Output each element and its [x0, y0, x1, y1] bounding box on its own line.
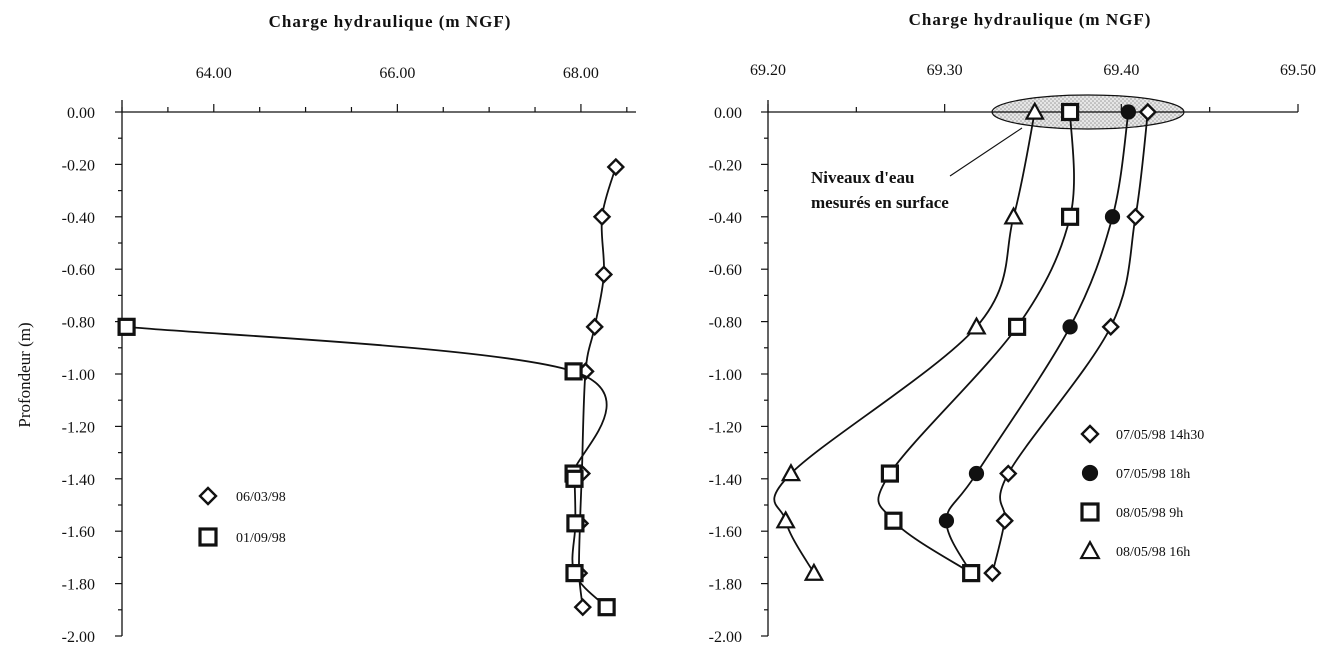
left-data-point-01-09-98	[566, 514, 585, 533]
right-y-tick-label: -0.60	[709, 262, 742, 279]
right-y-tick-label: -1.60	[709, 524, 742, 541]
right-legend-label: 07/05/98 14h30	[1116, 428, 1204, 443]
left-data-point-06-03-98	[585, 317, 604, 337]
right-data-point-07-05-98-18h	[1120, 104, 1137, 120]
left-y-tick-label: -0.20	[62, 157, 95, 174]
left-series-line-01-09-98	[126, 325, 608, 608]
right-y-tick-label: -1.80	[709, 577, 742, 594]
right-data-point-07-05-98-14h30	[999, 464, 1018, 483]
left-legend-label: 06/03/98	[236, 490, 286, 505]
right-legend-marker	[1081, 464, 1099, 482]
left-series-line-06-03-98	[578, 166, 617, 608]
right-legend: 07/05/98 14h30 07/05/98 18h 08/05/98 9h 08/…	[1079, 424, 1204, 560]
right-legend-marker	[1079, 539, 1101, 560]
right-data-point-07-05-98-18h	[1062, 319, 1078, 335]
right-legend-label: 07/05/98 18h	[1116, 467, 1190, 482]
left-y-tick-label: -1.80	[62, 577, 95, 594]
left-y-tick-label: -1.00	[62, 367, 95, 384]
right-data-point-08-05-98-9h	[880, 464, 900, 483]
right-legend-label: 08/05/98 9h	[1116, 506, 1183, 521]
left-legend-marker	[198, 486, 218, 506]
left-y-tick-label: -1.60	[62, 524, 95, 541]
left-data-point-06-03-98	[573, 597, 592, 617]
right-data-point-07-05-98-18h	[938, 513, 955, 529]
right-legend-marker	[1080, 502, 1100, 522]
left-y-ticks: 0.00 -0.20 -0.40 -0.60 -0.80 -1.00 -1.20 -1.40 -…	[62, 105, 122, 646]
right-data-point-07-05-98-14h30	[1138, 102, 1158, 122]
left-legend-label: 01/09/98	[236, 531, 286, 546]
right-data-point-08-05-98-9h	[1060, 207, 1080, 226]
right-x-tick-label: 69.50	[1280, 62, 1316, 79]
left-legend: 06/03/98 01/09/98	[198, 486, 286, 547]
left-x-tick-label: 66.00	[379, 65, 415, 82]
left-y-tick-label: -2.00	[62, 629, 95, 646]
left-y-tick-label: -1.20	[62, 419, 95, 436]
right-data-point-07-05-98-14h30	[1126, 207, 1145, 226]
left-y-tick-label: -1.40	[62, 472, 95, 489]
right-x-axis-title: Charge hydraulique (m NGF)	[909, 10, 1152, 29]
right-data-point-08-05-98-16h	[966, 316, 987, 335]
right-data-point-07-05-98-18h	[968, 465, 985, 482]
right-data-point-08-05-98-9h	[1060, 102, 1080, 122]
right-legend-label: 08/05/98 16h	[1116, 545, 1190, 560]
right-y-tick-label: -0.80	[709, 315, 742, 332]
left-x-tick-label: 64.00	[196, 65, 232, 82]
right-x-tick-label: 69.30	[927, 62, 963, 79]
right-y-ticks: 0.00 -0.20 -0.40 -0.60 -0.80 -1.00 -1.20 -1.40 -…	[709, 105, 768, 646]
left-data-point-06-03-98	[606, 157, 626, 177]
right-data-point-07-05-98-14h30	[1101, 317, 1120, 337]
right-data-point-07-05-98-14h30	[983, 563, 1002, 583]
right-data-point-08-05-98-16h	[775, 510, 796, 529]
right-y-tick-label: -2.00	[709, 629, 742, 646]
right-data-point-08-05-98-9h	[962, 564, 981, 583]
left-y-tick-label: 0.00	[67, 105, 95, 122]
left-data-point-01-09-98	[597, 598, 616, 617]
left-data-point-01-09-98	[565, 564, 584, 583]
right-series-line-07-05-98-14h30	[991, 111, 1149, 574]
right-data-point-08-05-98-16h	[1003, 206, 1024, 225]
right-data-point-08-05-98-16h	[1024, 101, 1045, 120]
right-data-point-08-05-98-9h	[884, 511, 903, 530]
left-axes	[121, 100, 636, 636]
left-data-point-01-09-98	[565, 469, 584, 488]
right-data-point-08-05-98-16h	[780, 463, 802, 482]
right-y-tick-label: 0.00	[714, 105, 742, 122]
left-chart-panel: Charge hydraulique (m NGF) Profondeur (m…	[15, 12, 636, 646]
left-data-point-01-09-98	[564, 362, 583, 381]
left-y-tick-label: -0.40	[62, 210, 95, 227]
annotation-leader-line	[949, 127, 1023, 177]
right-x-tick-label: 69.20	[750, 62, 786, 79]
right-x-ticks: 69.20 69.30 69.40 69.50	[750, 62, 1316, 112]
right-data-point-08-05-98-16h	[803, 562, 825, 581]
right-y-tick-label: -1.20	[709, 419, 742, 436]
right-data-point-08-05-98-9h	[1007, 317, 1027, 336]
right-x-tick-label: 69.40	[1103, 62, 1139, 79]
left-legend-marker	[198, 527, 218, 547]
left-data-point-06-03-98	[592, 207, 612, 226]
left-y-axis-title: Profondeur (m)	[15, 322, 34, 427]
annotation-line-1: Niveaux d'eau	[811, 168, 914, 187]
left-data-point-06-03-98	[594, 265, 614, 284]
left-x-tick-label: 68.00	[563, 65, 599, 82]
left-y-tick-label: -0.60	[62, 262, 95, 279]
left-y-tick-label: -0.80	[62, 315, 95, 332]
left-x-ticks: 64.00 66.00 68.00	[121, 65, 628, 112]
right-y-tick-label: -0.20	[709, 157, 742, 174]
left-x-axis-title: Charge hydraulique (m NGF)	[269, 12, 512, 31]
right-chart-panel: Charge hydraulique (m NGF) 69.20 69.30 69.…	[709, 10, 1316, 646]
right-legend-marker	[1080, 424, 1100, 444]
annotation-line-2: mesurés en surface	[811, 193, 949, 212]
left-series-layer	[117, 157, 626, 617]
left-data-point-01-09-98	[117, 317, 136, 336]
right-y-tick-label: -1.00	[709, 367, 742, 384]
right-series-layer	[773, 101, 1158, 583]
right-y-tick-label: -0.40	[709, 210, 742, 227]
right-data-point-07-05-98-14h30	[995, 511, 1014, 530]
right-y-tick-label: -1.40	[709, 472, 742, 489]
right-data-point-07-05-98-18h	[1104, 209, 1121, 225]
